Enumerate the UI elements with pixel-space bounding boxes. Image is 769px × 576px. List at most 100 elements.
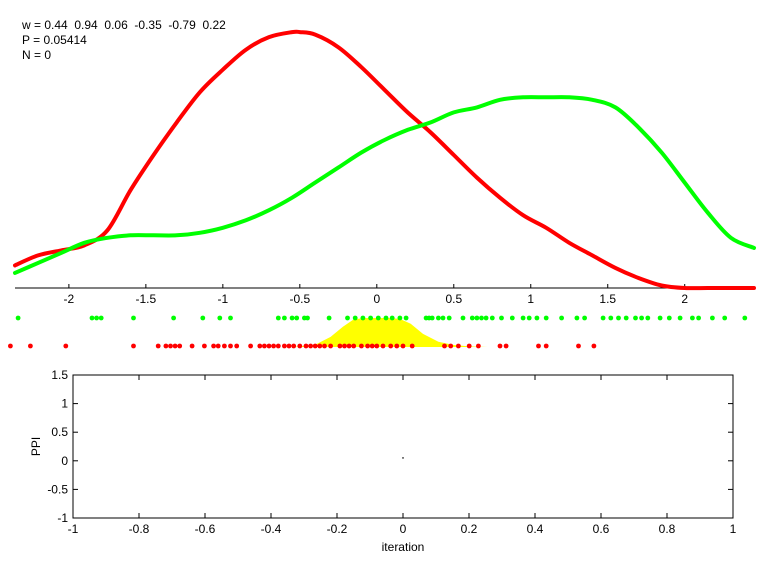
red-sample-point: [7, 343, 13, 349]
red-sample-point: [234, 343, 240, 349]
ppi-x-tick-label: 0.6: [593, 522, 610, 536]
ppi-data-point: [402, 457, 404, 459]
green-sample-point: [600, 315, 606, 321]
green-sample-point: [526, 315, 532, 321]
red-sample-point: [543, 343, 549, 349]
red-sample-point: [369, 343, 375, 349]
red-sample-point: [497, 343, 503, 349]
green-sample-point: [489, 315, 495, 321]
sample-strip: [7, 315, 748, 349]
ppi-y-tick-label: 0: [61, 454, 68, 468]
red-sample-point: [400, 343, 406, 349]
density-x-tick-label: -2: [64, 292, 75, 306]
green-sample-point: [403, 315, 409, 321]
ppi-x-tick-label: 0.8: [659, 522, 676, 536]
green-sample-point: [499, 315, 504, 321]
green-sample-point: [305, 315, 310, 321]
green-sample-point: [722, 315, 728, 321]
red-sample-point: [211, 343, 217, 349]
ppi-x-tick-label: -0.6: [195, 522, 216, 536]
density-x-tick-label: -1: [218, 292, 229, 306]
red-sample-point: [312, 343, 318, 349]
density-plot: -2 -1.5 -1 -0.5 0 0.5 1 1.5 2: [13, 29, 756, 306]
red-sample-point: [291, 343, 297, 349]
green-sample-point: [294, 315, 300, 321]
green-sample-point: [710, 315, 715, 321]
green-sample-point: [89, 315, 95, 321]
red-sample-point: [365, 343, 370, 349]
green-sample-point: [616, 315, 621, 321]
green-sample-point: [94, 315, 99, 321]
red-sample-point: [442, 343, 447, 349]
ppi-y-tick-label: 1.5: [51, 368, 68, 382]
red-sample-point: [503, 343, 509, 349]
red-sample-point: [380, 343, 386, 349]
green-sample-point: [360, 315, 366, 321]
ppi-y-tick-label: 0.5: [51, 425, 68, 439]
green-sample-point: [131, 315, 136, 321]
red-sample-point: [168, 343, 173, 349]
green-sample-point: [559, 315, 564, 321]
green-sample-point: [446, 315, 452, 321]
green-sample-point: [639, 315, 644, 321]
green-sample-point: [275, 315, 281, 321]
red-sample-point: [456, 343, 461, 349]
green-sample-point: [509, 315, 515, 321]
red-sample-point: [322, 343, 327, 349]
green-sample-point: [582, 315, 587, 321]
ppi-x-tick-label: -1: [68, 522, 79, 536]
green-sample-point: [677, 315, 683, 321]
ppi-y-tick-label: 1: [61, 397, 68, 411]
red-sample-point: [359, 343, 364, 349]
red-sample-point: [374, 343, 380, 349]
green-sample-point: [657, 315, 663, 321]
red-sample-point: [476, 343, 481, 349]
green-sample-point: [696, 315, 701, 321]
green-sample-point: [98, 315, 104, 321]
red-sample-point: [409, 343, 415, 349]
green-sample-point: [534, 315, 540, 321]
red-sample-point: [202, 343, 207, 349]
red-sample-point: [163, 343, 169, 349]
density-x-tick-label: 2: [681, 292, 688, 306]
density-x-tick-label: 1.5: [599, 292, 616, 306]
red-sample-point: [177, 343, 183, 349]
green-sample-point: [345, 315, 350, 321]
green-sample-point: [289, 315, 295, 321]
green-sample-point: [375, 315, 381, 321]
red-sample-point: [346, 343, 352, 349]
green-sample-point: [690, 315, 695, 321]
green-sample-point: [608, 315, 614, 321]
red-sample-point: [275, 343, 281, 349]
red-sample-point: [576, 343, 581, 349]
green-sample-point: [666, 315, 672, 321]
green-sample-point: [368, 315, 373, 321]
density-x-tick-label: 0: [373, 292, 380, 306]
green-sample-point: [623, 315, 629, 321]
red-sample-point: [257, 343, 263, 349]
red-sample-point: [328, 343, 333, 349]
red-sample-point: [266, 343, 272, 349]
density-x-tick-label: 0.5: [445, 292, 462, 306]
p-value-readout: P = 0.05414: [22, 33, 87, 47]
ppi-y-tick-label: -1: [57, 511, 68, 525]
green-sample-point: [217, 315, 223, 321]
green-sample-point: [645, 315, 651, 321]
ppi-x-tick-label: 1: [730, 522, 737, 536]
red-sample-point: [28, 343, 33, 349]
green-sample-point: [171, 315, 177, 321]
red-sample-point: [448, 343, 454, 349]
green-sample-point: [474, 315, 480, 321]
green-sample-point: [469, 315, 475, 321]
red-sample-point: [262, 343, 267, 349]
red-sample-point: [591, 343, 597, 349]
density-x-tick-label: -0.5: [289, 292, 310, 306]
green-sample-point: [397, 315, 403, 321]
green-sample-point: [742, 315, 748, 321]
ppi-x-tick-label: 0: [400, 522, 407, 536]
red-sample-point: [271, 343, 276, 349]
weights-readout: w = 0.44 0.94 0.06 -0.35 -0.79 0.22: [22, 18, 226, 32]
red-sample-point: [337, 343, 343, 349]
green-sample-point: [389, 315, 395, 321]
